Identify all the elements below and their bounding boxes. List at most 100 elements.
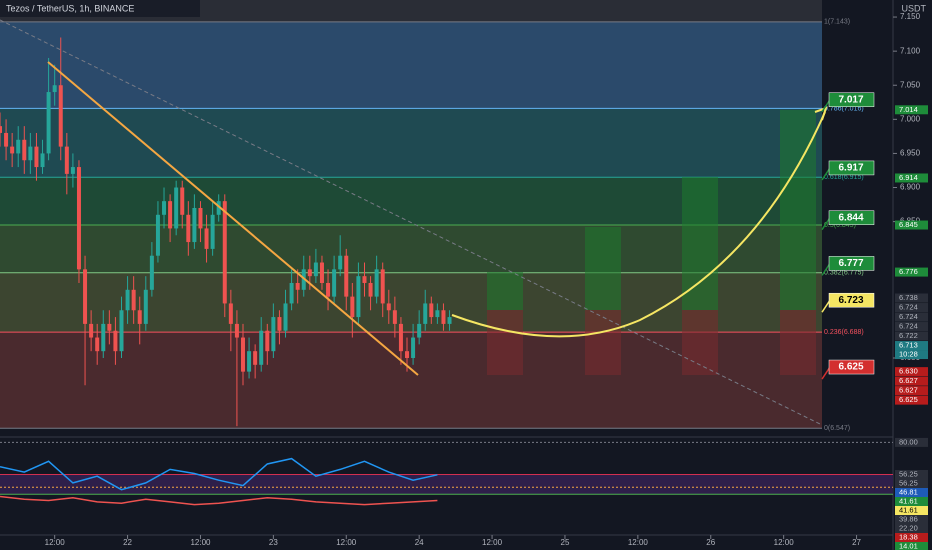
pane-label-bg: [895, 542, 928, 550]
price-label: 6.738: [899, 293, 918, 302]
proj-red: [682, 310, 718, 375]
target-label: 6.723: [838, 295, 863, 306]
candle-body: [186, 214, 191, 243]
y-tick-label: 7.150: [900, 12, 921, 21]
candle-body: [198, 207, 203, 229]
candle-body: [386, 303, 391, 311]
price-label-bg: [895, 367, 928, 377]
price-label: 6.914: [899, 173, 918, 182]
y-tick-label: 6.950: [900, 149, 921, 158]
candle-body: [313, 262, 318, 277]
price-label-bg: [895, 331, 928, 341]
indicator-line: [0, 457, 438, 491]
pane-label: 22.20: [899, 523, 918, 532]
pane-label: 14.01: [899, 541, 918, 550]
candle-body: [344, 255, 349, 297]
price-label: 6.713: [899, 341, 918, 350]
price-label-bg: [895, 293, 928, 303]
candle-body: [119, 310, 124, 352]
candle-body: [131, 289, 136, 311]
candle-body: [107, 323, 112, 331]
candle-body: [40, 153, 45, 168]
candle-body: [155, 214, 160, 256]
projection-boxes: [487, 110, 816, 375]
pane-label: 56.25: [899, 478, 918, 487]
target-leader: [821, 167, 831, 181]
x-tick-label: 12:00: [628, 538, 649, 547]
pane-label-bg: [895, 488, 928, 497]
candle-body: [174, 187, 179, 229]
proj-red: [585, 310, 621, 375]
proj-red: [487, 310, 523, 375]
x-tick-label: 12:00: [45, 538, 66, 547]
target-box: [828, 256, 875, 271]
price-label-bg: [895, 322, 928, 332]
candle-body: [4, 132, 9, 147]
target-label: 7.017: [838, 94, 863, 105]
candle-body: [417, 323, 422, 338]
arrow-head: [814, 106, 828, 121]
candle-body: [76, 167, 81, 270]
target-label: 6.625: [838, 362, 863, 373]
fib-label: 0.382(6.775): [824, 270, 864, 277]
price-label: 6.627: [899, 376, 918, 385]
candle-body: [95, 337, 100, 352]
price-label-bg: [895, 312, 928, 322]
candle-body: [216, 201, 221, 215]
candle-body: [429, 303, 434, 318]
price-label: 6.724: [899, 322, 918, 331]
pane-label: 18.38: [899, 532, 918, 541]
dashed-trend: [0, 19, 823, 426]
x-tick-label: 27: [852, 538, 861, 547]
candle-body: [338, 255, 343, 270]
candle-body: [192, 207, 197, 243]
candle-body: [228, 303, 233, 324]
price-label-bg: [895, 395, 928, 405]
pane-label: 56.25: [899, 469, 918, 478]
candle-body: [89, 323, 94, 338]
chart-title: Tezos / TetherUS, 1h, BINANCE: [6, 3, 134, 13]
indicator-line: [0, 495, 438, 506]
proj-red: [780, 310, 816, 375]
price-label-bg: [895, 173, 928, 183]
candle-body: [222, 201, 227, 304]
proj-green: [585, 227, 621, 310]
target-label: 6.844: [838, 212, 863, 223]
x-tick-label: 12:00: [774, 538, 795, 547]
target-box: [828, 160, 875, 176]
candle-body: [283, 303, 288, 331]
zone: [0, 108, 822, 178]
target-leader: [821, 217, 831, 231]
candle-body: [380, 269, 385, 304]
price-label-bg: [895, 376, 928, 386]
candle-body: [70, 167, 75, 174]
price-label: 6.776: [899, 267, 918, 276]
x-tick-label: 12:00: [336, 538, 357, 547]
fib-label: 0(6.547): [824, 425, 850, 432]
candle-body: [234, 323, 239, 338]
x-tick-label: 12:00: [190, 538, 211, 547]
target-label: 6.777: [838, 258, 863, 269]
target-box: [828, 92, 875, 107]
pane-label-bg: [895, 524, 928, 533]
price-label-bg: [895, 386, 928, 396]
y-tick-label: 7.050: [900, 80, 921, 89]
candle-body: [28, 146, 33, 161]
candle-body: [16, 139, 21, 154]
pane-label: 39.86: [899, 514, 918, 523]
fib-label: 0.5(6.845): [824, 222, 856, 229]
candle-body: [411, 337, 416, 358]
candle-body: [52, 85, 57, 93]
zone: [0, 0, 822, 22]
proj-green: [780, 110, 816, 310]
pane-label-bg: [895, 515, 928, 524]
candle-body: [447, 317, 452, 324]
candle-body: [277, 317, 282, 331]
candles: [0, 37, 452, 427]
candle-body: [295, 282, 300, 290]
x-tick-label: 26: [706, 538, 715, 547]
price-label-bg: [895, 303, 928, 313]
fib-label: 0.236(6.688): [824, 329, 864, 336]
candle-body: [307, 269, 312, 277]
